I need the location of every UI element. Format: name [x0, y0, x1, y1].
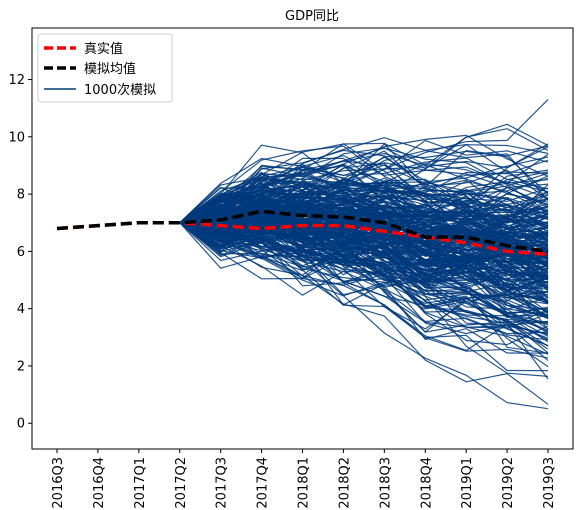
simulation-line	[179, 192, 549, 224]
simulation-line	[179, 208, 549, 260]
simulation-line	[179, 222, 549, 335]
simulation-line	[179, 222, 549, 410]
chart-title: GDP同比	[285, 9, 339, 24]
series-line-sim-mean	[56, 209, 549, 254]
x-tick-label: 2017Q1	[133, 457, 148, 509]
simulation-line	[179, 182, 549, 250]
legend-item-actual: 真实值	[44, 41, 123, 57]
y-tick-label: 6	[17, 245, 25, 260]
x-tick-label: 2017Q4	[256, 457, 271, 509]
simulation-line	[179, 149, 549, 224]
legend-label: 模拟均值	[84, 61, 136, 77]
simulation-line	[179, 222, 549, 339]
simulation-line	[179, 212, 549, 280]
x-tick-label: 2019Q2	[501, 457, 516, 509]
simulation-line	[179, 150, 549, 237]
legend-item-simulations: 1000次模拟	[44, 82, 156, 98]
y-tick-label: 10	[8, 130, 25, 145]
simulation-line	[179, 222, 549, 324]
legend-box	[37, 33, 173, 103]
legend-label: 1000次模拟	[84, 82, 156, 98]
y-tick-label: 2	[17, 359, 25, 374]
y-tick-label: 12	[8, 73, 25, 88]
y-tick-label: 4	[17, 302, 25, 317]
main-series-lines	[56, 209, 549, 257]
simulation-line	[179, 200, 549, 235]
simulation-line	[179, 222, 549, 313]
x-axis: 2016Q3 2016Q4 2017Q1 2017Q2 2017Q3 2017Q4 2018…	[51, 449, 557, 509]
simulation-line	[179, 222, 549, 319]
simulation-line	[179, 160, 549, 224]
y-axis: 0 2 4 6 8 10 12	[8, 73, 32, 432]
simulation-line	[179, 193, 549, 290]
x-tick-label: 2018Q4	[419, 457, 434, 509]
x-tick-label: 2017Q3	[215, 457, 230, 509]
legend-item-sim-mean: 模拟均值	[44, 61, 136, 77]
simulation-line	[179, 196, 549, 302]
x-tick-label: 2017Q2	[174, 457, 189, 509]
simulation-line	[179, 222, 549, 303]
simulation-line	[179, 154, 549, 224]
x-tick-label: 2019Q1	[460, 457, 475, 509]
x-tick-label: 2016Q3	[51, 457, 66, 509]
x-tick-label: 2018Q1	[297, 457, 312, 509]
simulation-line	[179, 222, 549, 296]
simulation-line	[179, 164, 549, 237]
legend-label: 真实值	[84, 41, 123, 57]
simulation-line	[179, 177, 549, 270]
x-tick-label: 2018Q2	[337, 457, 352, 509]
simulation-line	[179, 146, 549, 224]
x-tick-label: 2018Q3	[378, 457, 393, 509]
x-tick-label: 2016Q4	[92, 457, 107, 509]
y-tick-label: 8	[17, 188, 25, 203]
x-tick-label: 2019Q3	[542, 457, 557, 509]
simulation-line	[179, 222, 549, 352]
y-tick-label: 0	[17, 417, 25, 432]
simulation-line	[179, 199, 549, 288]
simulation-line	[179, 123, 549, 235]
simulation-line	[179, 163, 549, 280]
